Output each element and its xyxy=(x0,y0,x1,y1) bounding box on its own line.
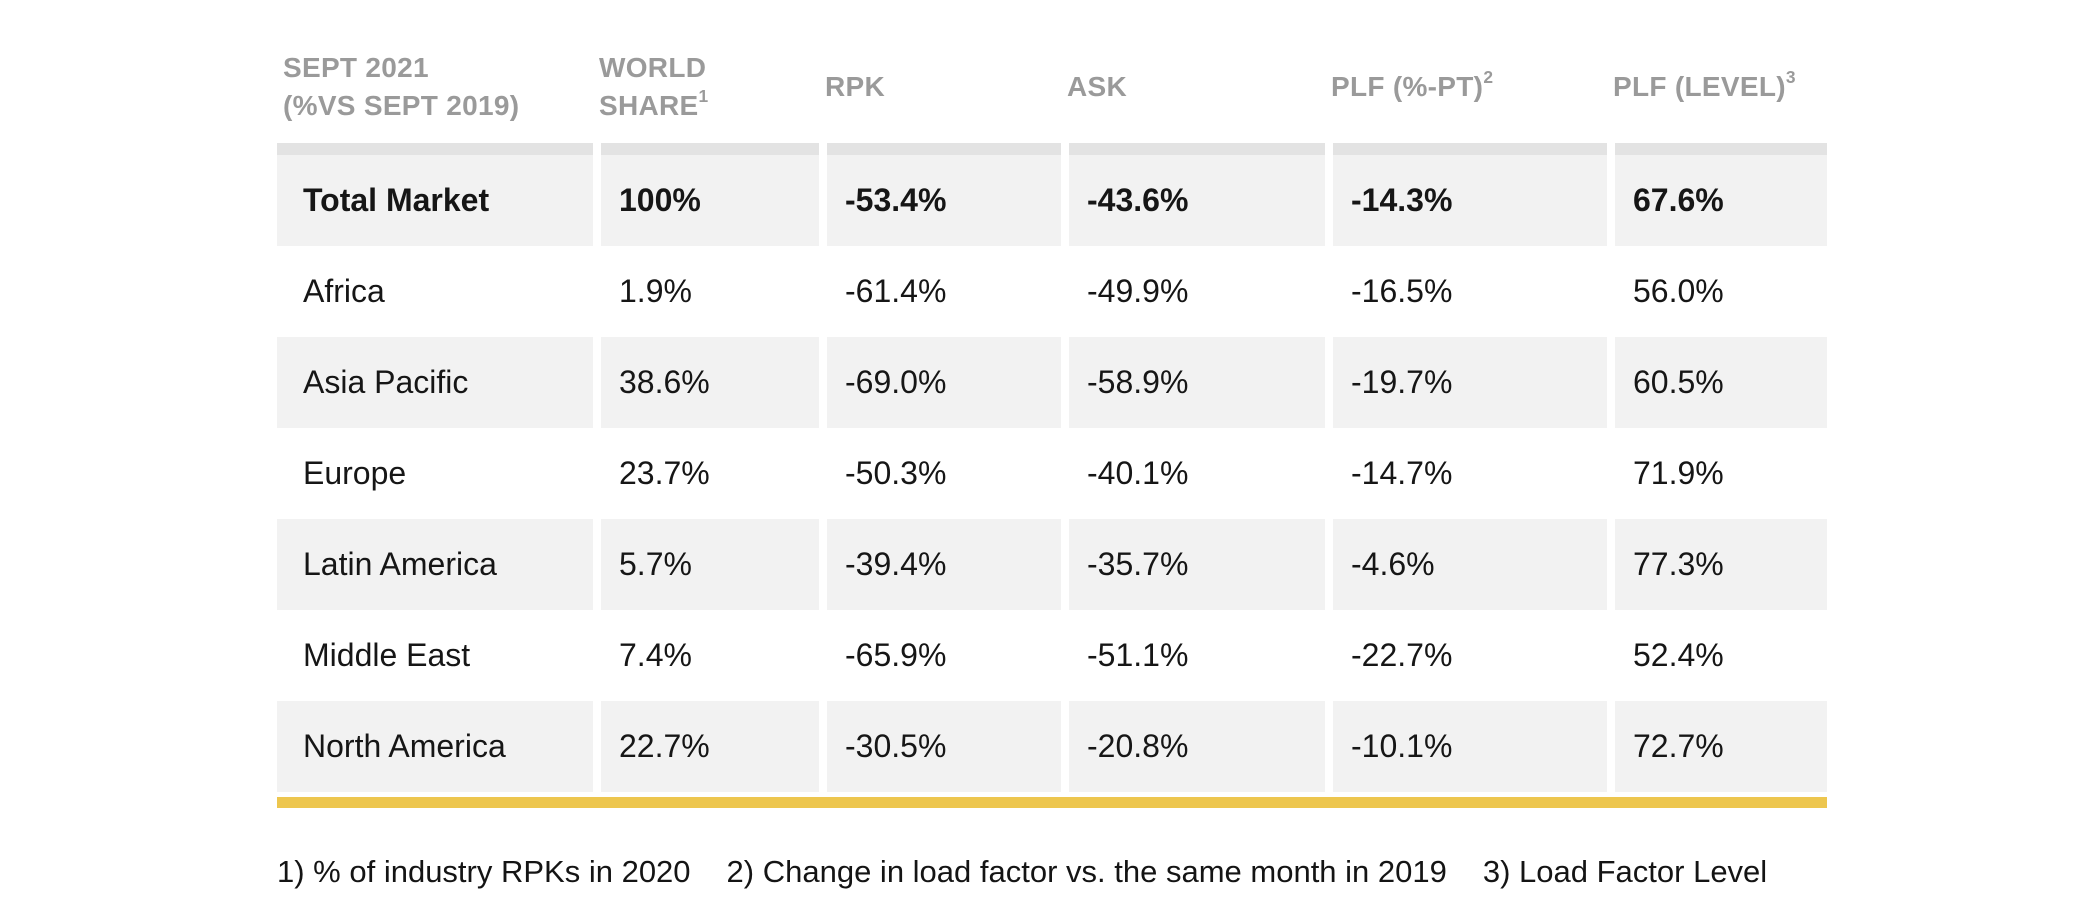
cell-ask: -51.1% xyxy=(1061,610,1325,701)
column-header-world-share: WORLD SHARE1 xyxy=(599,51,709,121)
cell-world-share: 100% xyxy=(593,155,819,246)
cell-world-share: 7.4% xyxy=(593,610,819,701)
cell-plf-pt: -19.7% xyxy=(1325,337,1607,428)
cell-rpk: -30.5% xyxy=(819,701,1061,792)
cell-region: Africa xyxy=(303,273,385,309)
cell-region: Europe xyxy=(303,455,407,491)
market-table: SEPT 2021 (%VS SEPT 2019) WORLD SHARE1 R… xyxy=(277,0,1827,890)
cell-region: Asia Pacific xyxy=(277,337,593,428)
cell-region: Total Market xyxy=(277,155,593,246)
footnote-1: 1) % of industry RPKs in 2020 xyxy=(277,854,691,889)
cell-plf-level: 56.0% xyxy=(1607,246,1827,337)
column-header-plf-pt: PLF (%-PT)2 xyxy=(1331,67,1494,102)
cell-plf-pt: -22.7% xyxy=(1325,610,1607,701)
table-row-europe: Europe 23.7% -50.3% -40.1% -14.7% 71.9% xyxy=(277,428,1827,519)
cell-plf-pt: -16.5% xyxy=(1325,246,1607,337)
stripe-segment xyxy=(277,143,593,155)
cell-rpk: -50.3% xyxy=(819,428,1061,519)
cell-rpk: -69.0% xyxy=(819,337,1061,428)
cell-plf-level: 71.9% xyxy=(1607,428,1827,519)
table-row-asia-pacific: Asia Pacific 38.6% -69.0% -58.9% -19.7% … xyxy=(277,337,1827,428)
table-row-north-america: North America 22.7% -30.5% -20.8% -10.1%… xyxy=(277,701,1827,792)
cell-world-share: 38.6% xyxy=(593,337,819,428)
cell-ask: -49.9% xyxy=(1061,246,1325,337)
cell-rpk: -61.4% xyxy=(819,246,1061,337)
cell-world-share: 5.7% xyxy=(593,519,819,610)
cell-region: Latin America xyxy=(277,519,593,610)
stripe-segment xyxy=(819,143,1061,155)
stripe-segment xyxy=(1061,143,1325,155)
column-header-region: SEPT 2021 (%VS SEPT 2019) xyxy=(283,51,520,121)
cell-ask: -43.6% xyxy=(1061,155,1325,246)
column-header-plf-level: PLF (LEVEL)3 xyxy=(1613,67,1796,102)
cell-ask: -58.9% xyxy=(1061,337,1325,428)
cell-rpk: -65.9% xyxy=(819,610,1061,701)
cell-plf-pt: -4.6% xyxy=(1325,519,1607,610)
footnote-3: 3) Load Factor Level xyxy=(1482,854,1768,889)
cell-plf-pt: -14.3% xyxy=(1325,155,1607,246)
cell-region: North America xyxy=(277,701,593,792)
column-header-rpk: RPK xyxy=(825,70,886,102)
cell-plf-level: 60.5% xyxy=(1607,337,1827,428)
table-row-latin-america: Latin America 5.7% -39.4% -35.7% -4.6% 7… xyxy=(277,519,1827,610)
cell-region: Middle East xyxy=(303,637,471,673)
cell-world-share: 22.7% xyxy=(593,701,819,792)
cell-ask: -20.8% xyxy=(1061,701,1325,792)
cell-rpk: -53.4% xyxy=(819,155,1061,246)
stripe-segment xyxy=(1607,143,1827,155)
cell-plf-pt: -10.1% xyxy=(1325,701,1607,792)
column-header-ask: ASK xyxy=(1067,70,1128,102)
stripe-segment xyxy=(1325,143,1607,155)
stripe-segment xyxy=(593,143,819,155)
table-row-africa: Africa 1.9% -61.4% -49.9% -16.5% 56.0% xyxy=(277,246,1827,337)
cell-plf-level: 67.6% xyxy=(1607,155,1827,246)
cell-plf-level: 77.3% xyxy=(1607,519,1827,610)
cell-rpk: -39.4% xyxy=(819,519,1061,610)
table-row-total-market: Total Market 100% -53.4% -43.6% -14.3% 6… xyxy=(277,155,1827,246)
footnotes: 1) % of industry RPKs in 2020 2) Change … xyxy=(277,854,1827,890)
footnote-2: 2) Change in load factor vs. the same mo… xyxy=(726,854,1447,889)
cell-plf-level: 52.4% xyxy=(1607,610,1827,701)
cell-ask: -40.1% xyxy=(1061,428,1325,519)
table-bottom-accent-bar xyxy=(277,797,1827,808)
cell-plf-pt: -14.7% xyxy=(1325,428,1607,519)
cell-ask: -35.7% xyxy=(1061,519,1325,610)
cell-world-share: 1.9% xyxy=(593,246,819,337)
table-top-stripe xyxy=(277,143,1827,155)
cell-world-share: 23.7% xyxy=(593,428,819,519)
table-header-row: SEPT 2021 (%VS SEPT 2019) WORLD SHARE1 R… xyxy=(277,30,1827,143)
table-row-middle-east: Middle East 7.4% -65.9% -51.1% -22.7% 52… xyxy=(277,610,1827,701)
cell-plf-level: 72.7% xyxy=(1607,701,1827,792)
